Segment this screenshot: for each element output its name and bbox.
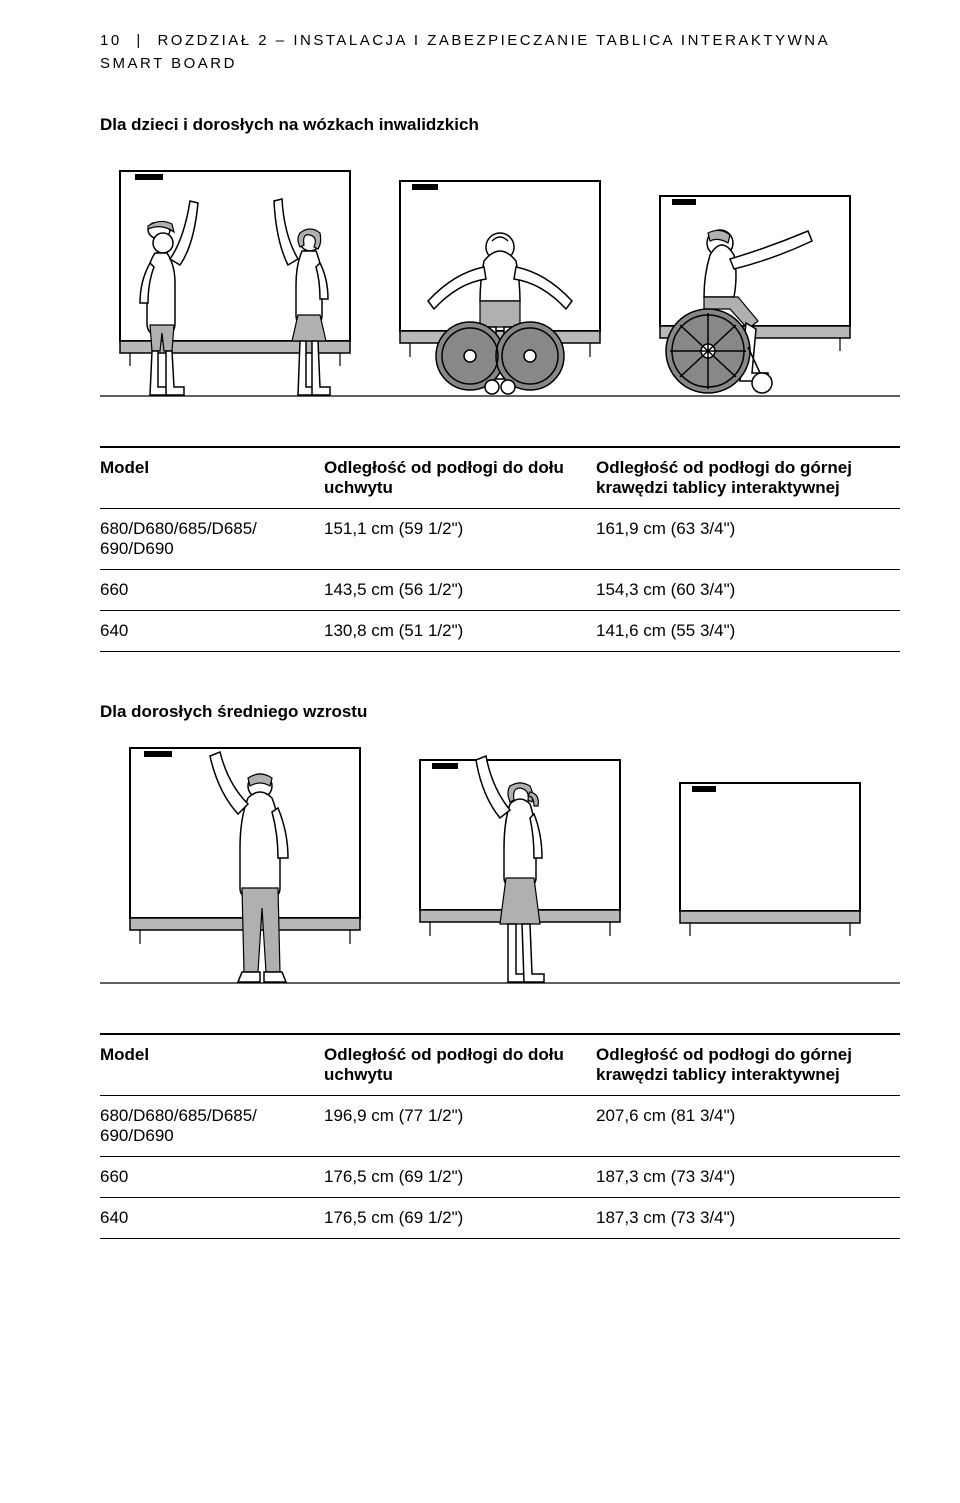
- table-row: 660 176,5 cm (69 1/2") 187,3 cm (73 3/4"…: [100, 1157, 900, 1198]
- t1-col-b: Odległość od podłogi do górnej krawędzi …: [596, 447, 900, 509]
- cell: 660: [100, 1157, 324, 1198]
- t1-col-a: Odległość od podłogi do dołu uchwytu: [324, 447, 596, 509]
- page-number: 10: [100, 32, 122, 49]
- table-row: 660 143,5 cm (56 1/2") 154,3 cm (60 3/4"…: [100, 570, 900, 611]
- cell: 176,5 cm (69 1/2"): [324, 1198, 596, 1239]
- cell: 187,3 cm (73 3/4"): [596, 1198, 900, 1239]
- cell: 196,9 cm (77 1/2"): [324, 1096, 596, 1157]
- cell: 154,3 cm (60 3/4"): [596, 570, 900, 611]
- cell: 187,3 cm (73 3/4"): [596, 1157, 900, 1198]
- page-header: 10 | ROZDZIAŁ 2 – INSTALACJA I ZABEZPIEC…: [100, 30, 900, 75]
- section2-title: Dla dorosłych średniego wzrostu: [100, 702, 900, 722]
- cell: 207,6 cm (81 3/4"): [596, 1096, 900, 1157]
- illustration-children-wheelchair: [100, 151, 900, 411]
- cell: 640: [100, 1198, 324, 1239]
- table-row: 680/D680/685/D685/ 690/D690 151,1 cm (59…: [100, 509, 900, 570]
- table-section1: Model Odległość od podłogi do dołu uchwy…: [100, 446, 900, 652]
- t2-col-a: Odległość od podłogi do dołu uchwytu: [324, 1034, 596, 1096]
- table-row: 680/D680/685/D685/ 690/D690 196,9 cm (77…: [100, 1096, 900, 1157]
- t2-col-model: Model: [100, 1034, 324, 1096]
- chapter-label: ROZDZIAŁ 2: [157, 32, 269, 49]
- cell: 130,8 cm (51 1/2"): [324, 611, 596, 652]
- cell: 680/D680/685/D685/ 690/D690: [100, 1096, 324, 1157]
- table-section2: Model Odległość od podłogi do dołu uchwy…: [100, 1033, 900, 1239]
- cell: 680/D680/685/D685/ 690/D690: [100, 509, 324, 570]
- separator: |: [136, 32, 142, 49]
- cell: 151,1 cm (59 1/2"): [324, 509, 596, 570]
- cell: 176,5 cm (69 1/2"): [324, 1157, 596, 1198]
- cell: 640: [100, 611, 324, 652]
- table-row: 640 176,5 cm (69 1/2") 187,3 cm (73 3/4"…: [100, 1198, 900, 1239]
- header-subtitle: SMART BOARD: [100, 55, 237, 72]
- t1-col-model: Model: [100, 447, 324, 509]
- cell: 143,5 cm (56 1/2"): [324, 570, 596, 611]
- table-row: 640 130,8 cm (51 1/2") 141,6 cm (55 3/4"…: [100, 611, 900, 652]
- header-title: INSTALACJA I ZABEZPIECZANIE TABLICA INTE…: [293, 32, 830, 49]
- cell: 660: [100, 570, 324, 611]
- board-3b: [680, 783, 860, 936]
- cell: 141,6 cm (55 3/4"): [596, 611, 900, 652]
- section1-title: Dla dzieci i dorosłych na wózkach inwali…: [100, 115, 900, 135]
- dash: –: [276, 32, 294, 49]
- t2-col-b: Odległość od podłogi do górnej krawędzi …: [596, 1034, 900, 1096]
- illustration-average-adults: [100, 738, 900, 998]
- cell: 161,9 cm (63 3/4"): [596, 509, 900, 570]
